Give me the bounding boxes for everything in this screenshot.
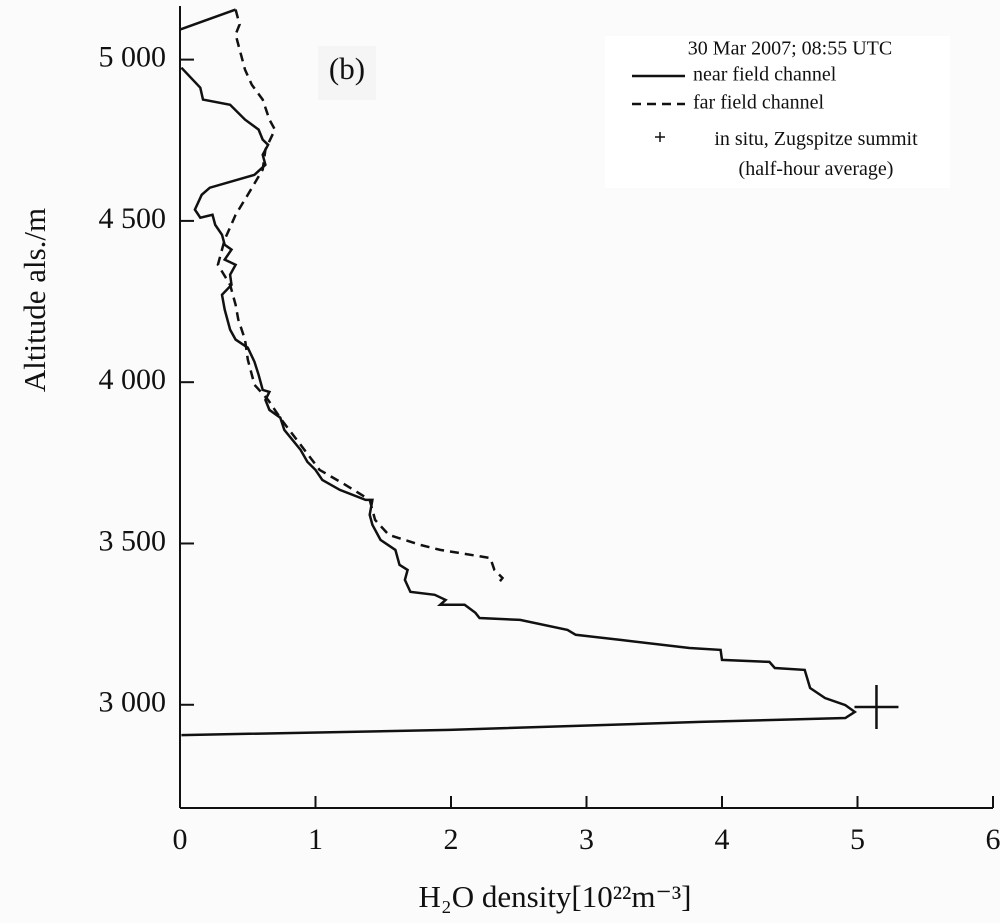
y-tick-label: 4 000 (99, 363, 167, 396)
y-tick-label: 5 000 (99, 41, 167, 74)
y-tick-label: 3 000 (99, 686, 167, 719)
legend-label: far field channel (693, 92, 824, 114)
legend-box (605, 36, 950, 188)
in-situ-marker (854, 685, 899, 730)
x-tick-label: 5 (850, 823, 865, 856)
annotation-box (318, 46, 376, 100)
x-tick-label: 4 (715, 823, 730, 856)
x-tick-label: 6 (986, 823, 1000, 856)
legend-label-box: in situ, Zugspitze summit (half-hour ave… (714, 128, 918, 180)
x-tick-label: 0 (173, 823, 188, 856)
legend-label: in situ, Zugspitze summit (half-hour ave… (714, 128, 918, 180)
x-tick-label: 1 (308, 823, 323, 856)
y-tick-label: 4 500 (99, 202, 167, 235)
legend-label: near field channel (693, 64, 837, 86)
legend-marker (655, 132, 665, 142)
x-tick-label: 2 (444, 823, 459, 856)
series-line (216, 9, 505, 586)
x-tick-label: 3 (579, 823, 594, 856)
series-line (179, 8, 858, 737)
annotation: (b) (329, 51, 365, 86)
y-tick-label: 3 500 (99, 524, 167, 557)
y-axis-label: Altitude als./m (17, 208, 52, 392)
legend-title: 30 Mar 2007; 08:55 UTC (688, 38, 892, 60)
x-axis-label: H₂O density[10²²m⁻³] (419, 879, 692, 914)
